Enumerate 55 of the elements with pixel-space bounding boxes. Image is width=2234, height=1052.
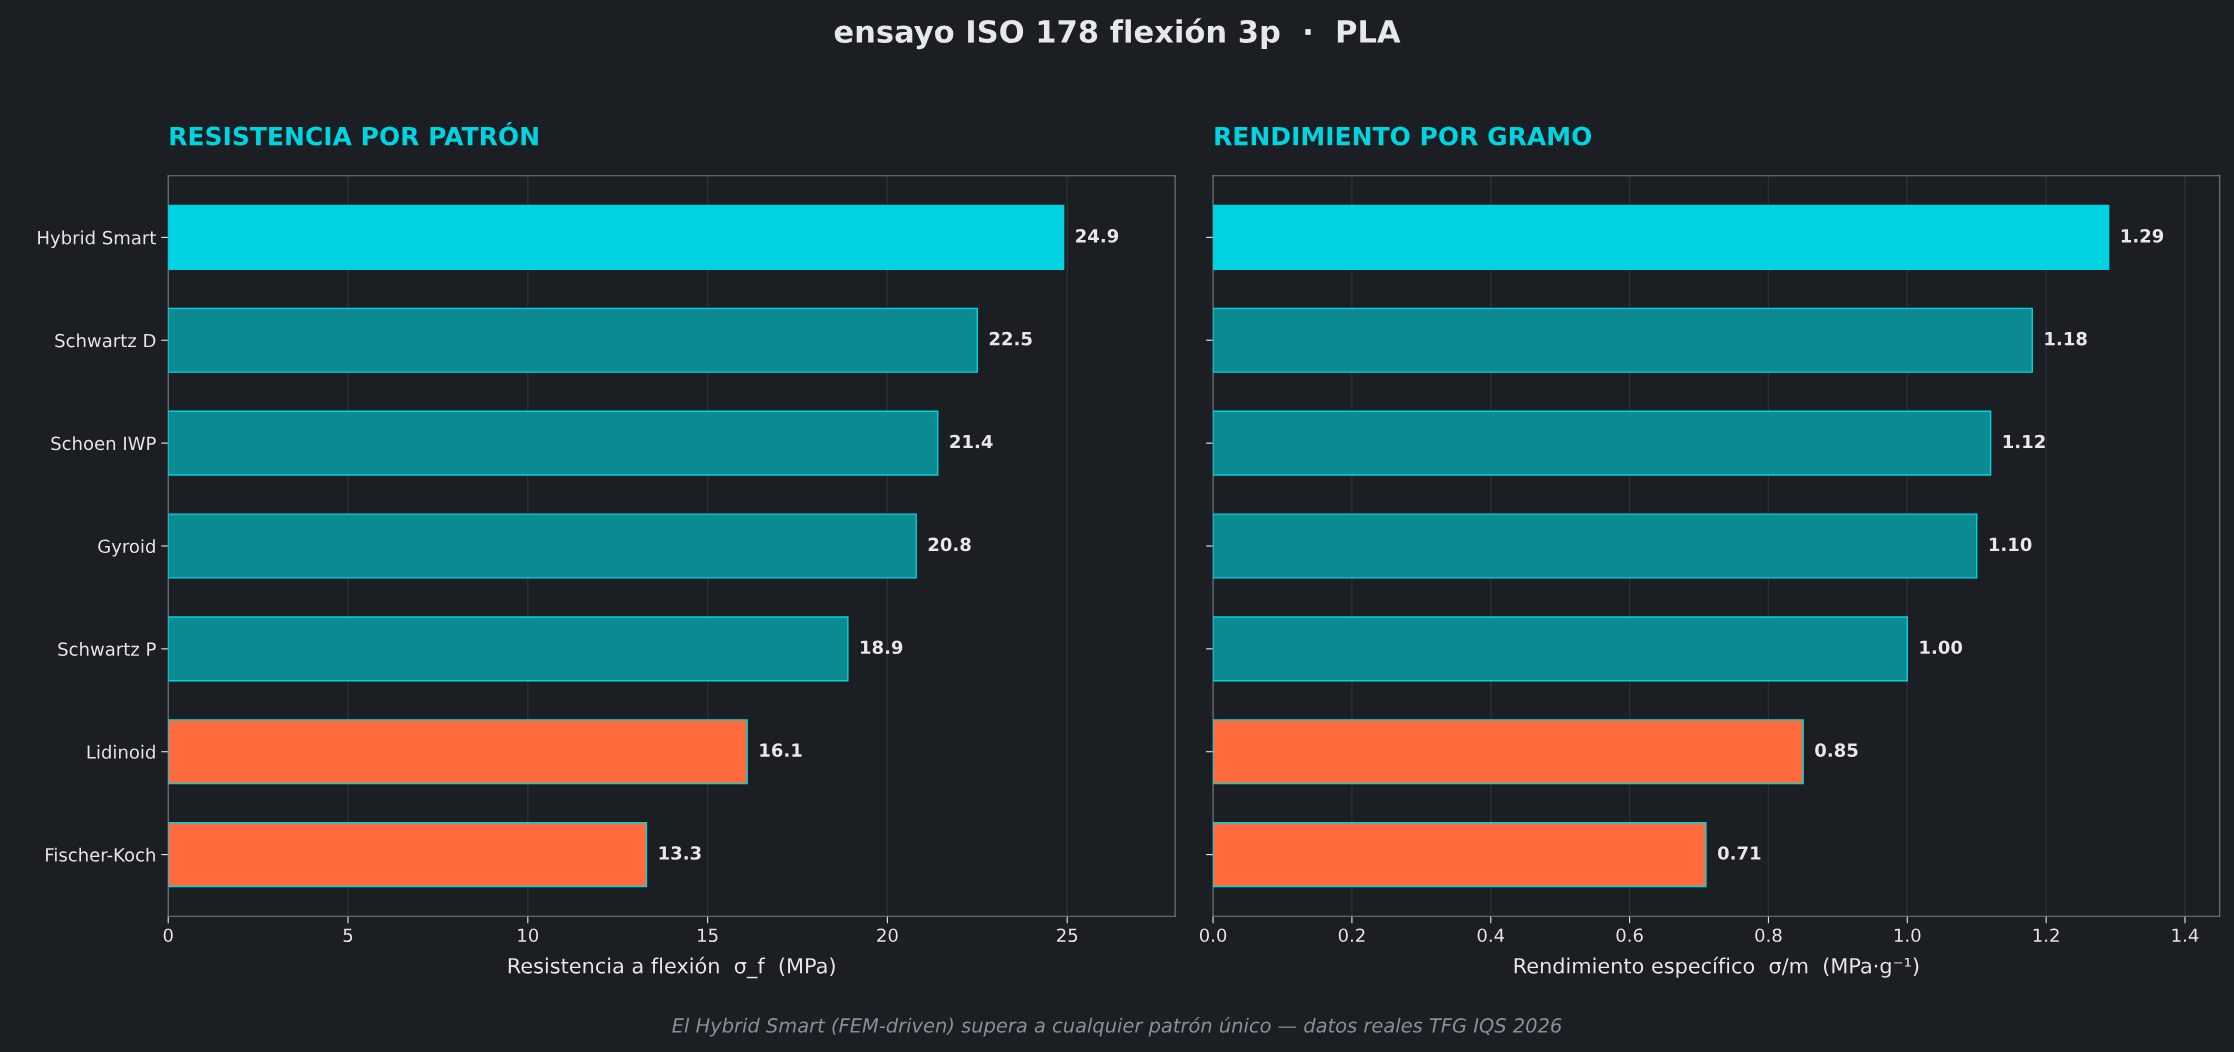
x-tick-label: 1.0 [1894, 928, 1921, 943]
data-label: 20.8 [928, 537, 971, 552]
bar [1213, 513, 1978, 579]
x-tick-label: 10 [518, 928, 539, 943]
x-tick-label: 20 [877, 928, 898, 943]
data-label: 1.00 [1920, 640, 1963, 655]
data-label: 0.71 [1717, 846, 1761, 860]
bar [1213, 307, 2033, 373]
data-label: 13.3 [659, 846, 701, 860]
text: ensayo ISO 178 flexión 3p · PLA [834, 18, 1401, 50]
y-tick-label: Lidinoid [87, 744, 155, 759]
y-tick-label: Fischer-Koch [46, 847, 155, 862]
bar [168, 513, 917, 579]
x-tick-label: 1.2 [2033, 928, 2059, 942]
bar [168, 410, 939, 476]
x-tick-label: 0.4 [1477, 928, 1505, 943]
x-tick-label: 0.6 [1616, 928, 1643, 943]
data-label: 16.1 [760, 743, 802, 757]
bar [168, 821, 648, 888]
y-tick-label: Schwartz P [58, 641, 156, 656]
x-tick-label: 0.2 [1338, 928, 1365, 943]
data-label: 1.29 [2121, 228, 2164, 243]
data-label: 1.10 [1989, 537, 2032, 552]
x-tick-label: 1.4 [2172, 928, 2199, 942]
data-label: 1.18 [2045, 331, 2087, 346]
data-label: 0.85 [1815, 743, 1858, 757]
x-tick-label: 0 [163, 928, 173, 943]
x-tick-label: 25 [1057, 928, 1078, 943]
y-tick-label: Hybrid Smart [38, 230, 156, 249]
x-axis-title: Resistencia a flexión σ_f (MPa) [508, 956, 835, 979]
bar [168, 204, 1065, 270]
x-tick-label: 0.0 [1199, 928, 1227, 943]
y-tick-label: Schoen IWP [51, 436, 156, 451]
x-tick-label: 15 [698, 928, 718, 943]
chart-title: RENDIMIENTO POR GRAMO [1215, 126, 1592, 146]
bar [168, 616, 849, 682]
text: El Hybrid Smart (FEM-driven) supera a cualquier patrón único — datos reales TFG IQS 2026 [672, 1016, 1562, 1037]
data-label: 1.12 [2003, 434, 2045, 449]
bar [1213, 410, 1992, 476]
bar [168, 719, 748, 785]
data-label: 21.4 [950, 434, 993, 449]
y-tick-label: Gyroid [98, 539, 155, 557]
x-tick-label: 5 [343, 928, 353, 943]
data-label: 22.5 [989, 331, 1032, 346]
bar [1213, 616, 1908, 682]
bar [1213, 821, 1707, 888]
x-tick-label: 0.8 [1755, 928, 1782, 943]
chart-title: RESISTENCIA POR PATRÓN [170, 122, 538, 146]
bar [1213, 719, 1804, 785]
x-axis-title: Rendimiento específico σ/m (MPa·g⁻¹) [1514, 956, 1919, 978]
y-tick-label: Schwartz D [55, 333, 156, 348]
bar [168, 307, 979, 373]
data-label: 18.9 [861, 640, 903, 655]
data-label: 24.9 [1076, 228, 1119, 243]
bar [1213, 204, 2110, 270]
